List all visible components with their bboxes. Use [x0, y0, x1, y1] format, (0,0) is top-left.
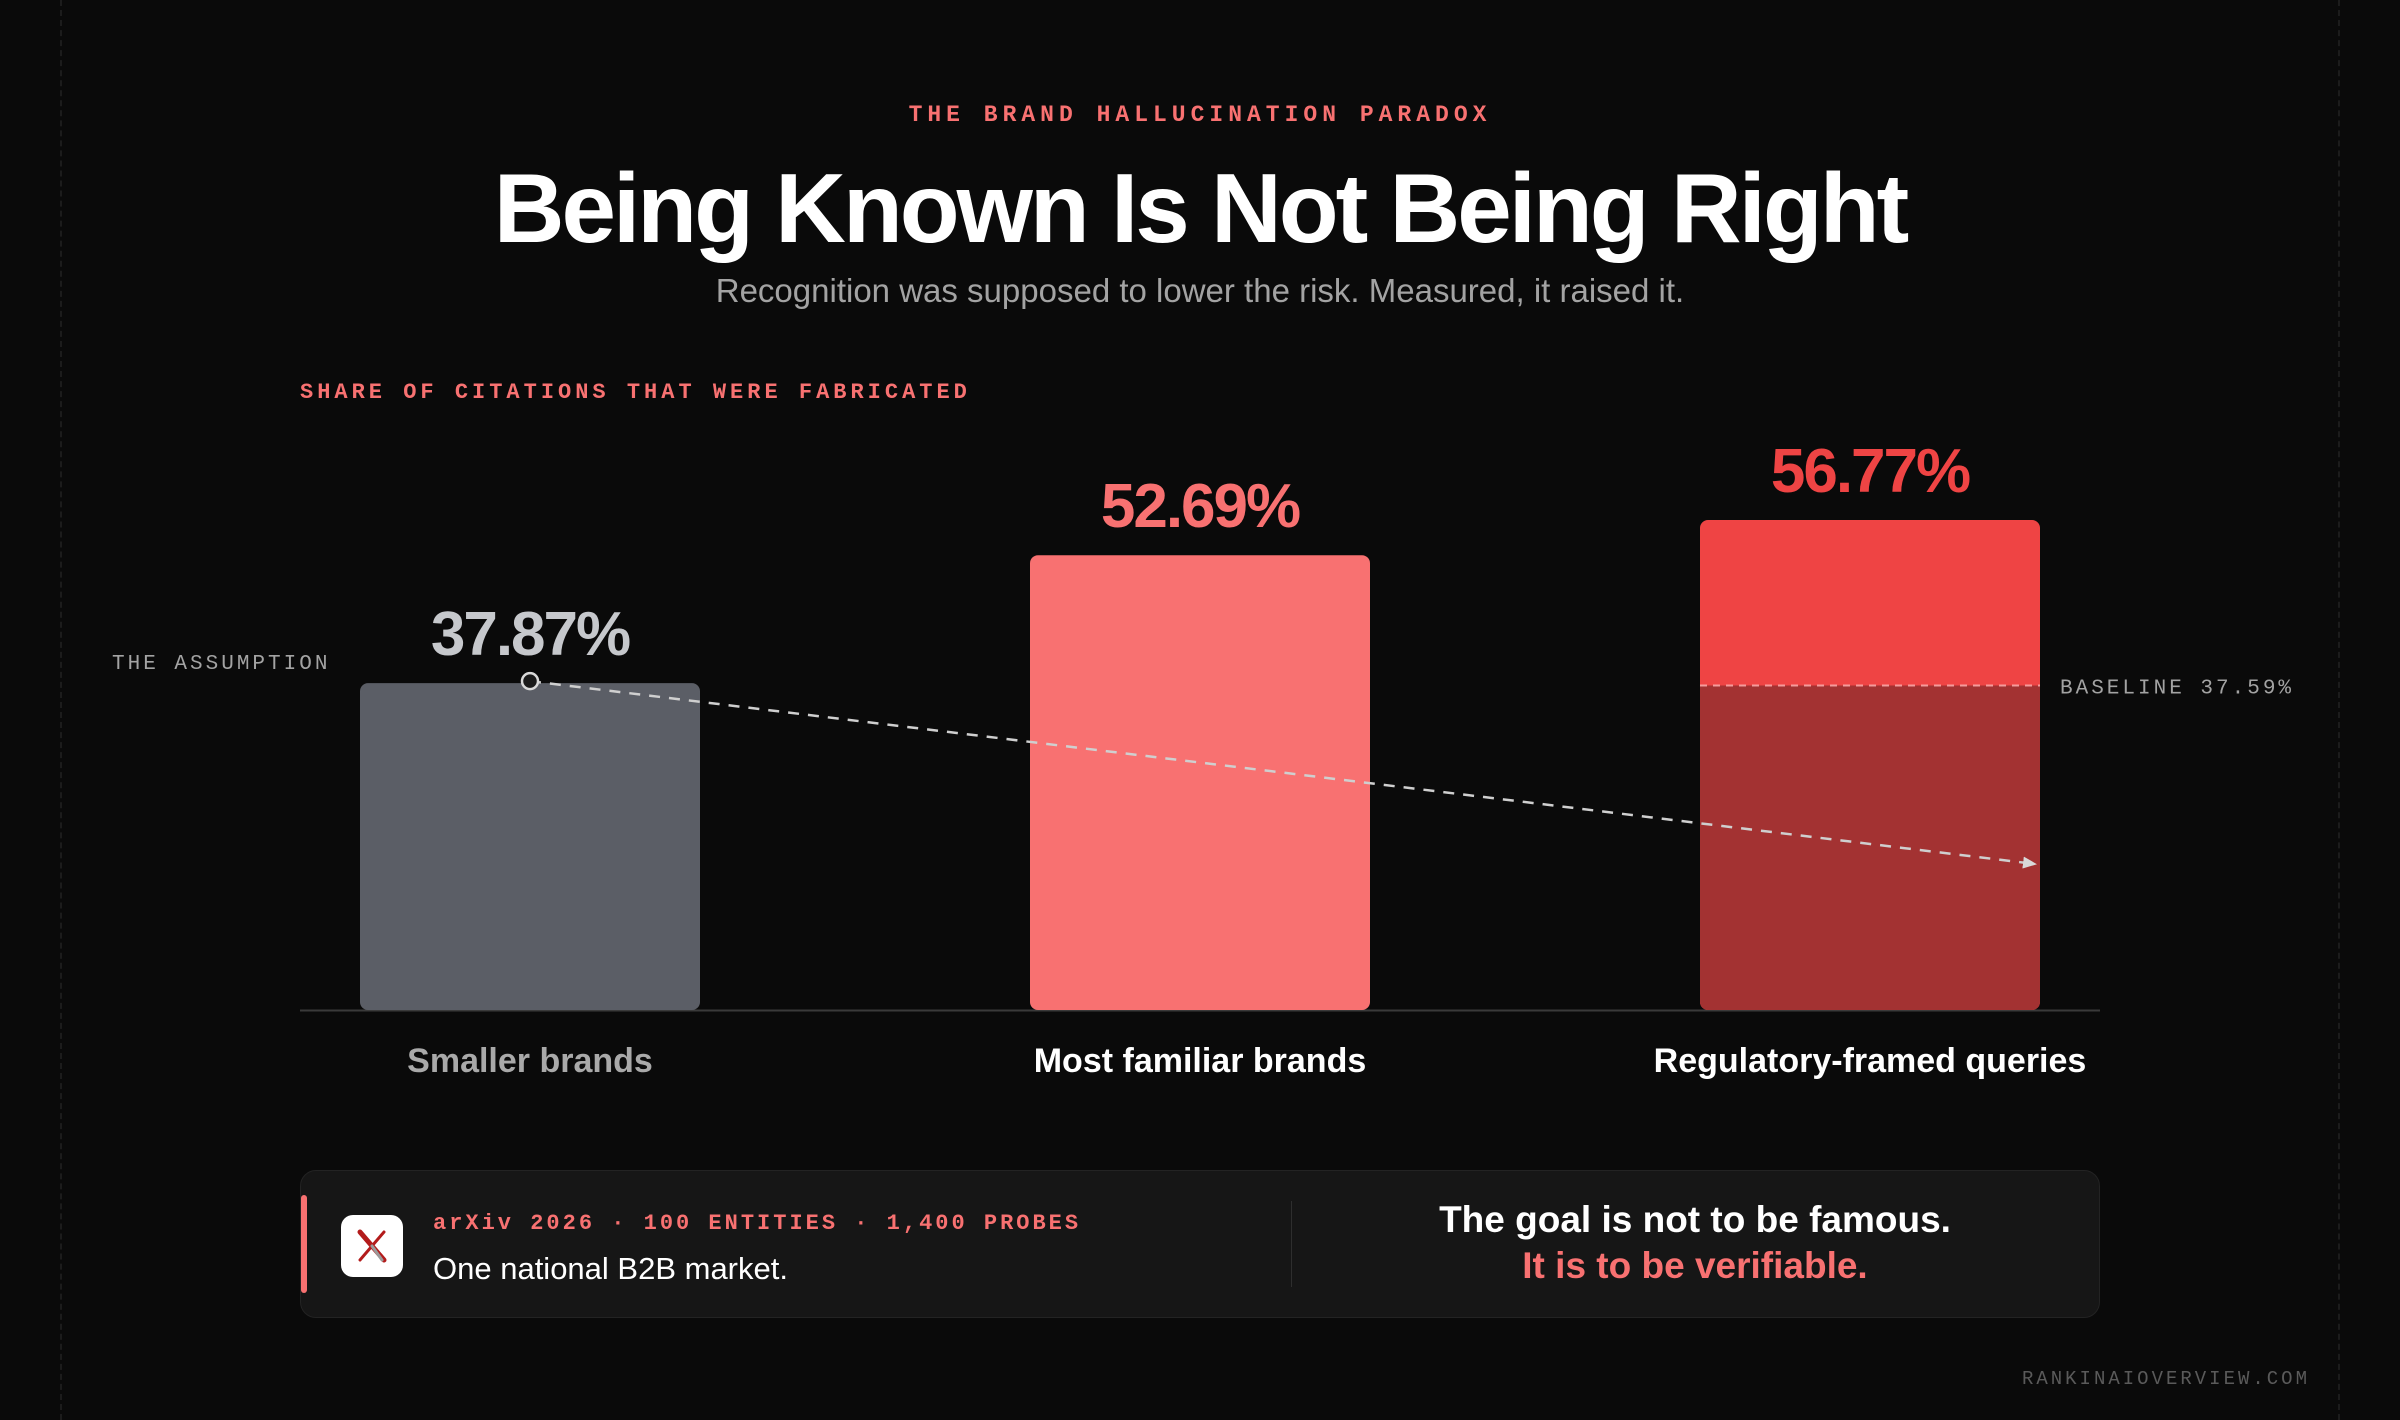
takeaway-line-1: The goal is not to be famous. [1439, 1199, 1951, 1240]
category-label-3: Regulatory-framed queries [1654, 1042, 2087, 1080]
category-label-1: Smaller brands [407, 1042, 653, 1080]
guide-line-left [60, 0, 62, 1420]
value-label-3: 56.77% [1771, 437, 1970, 506]
card-accent-bar [301, 1195, 307, 1293]
source-citation: arXiv 2026 · 100 ENTITIES · 1,400 PROBES [433, 1211, 1082, 1236]
bar-1 [360, 683, 700, 1010]
card-divider [1291, 1201, 1292, 1287]
arxiv-logo-icon [341, 1215, 403, 1277]
value-label-1: 37.87% [431, 600, 630, 669]
source-card: arXiv 2026 · 100 ENTITIES · 1,400 PROBES… [300, 1170, 2100, 1318]
baseline-label: BASELINE 37.59% [2060, 678, 2294, 701]
assumption-arrow [529, 679, 2037, 869]
bar-3-baseline-segment-edge [1700, 685, 2040, 698]
bar-3-baseline-segment [1700, 685, 2040, 1010]
guide-line-right [2338, 0, 2340, 1420]
category-label-2: Most familiar brands [1034, 1042, 1367, 1080]
takeaway: The goal is not to be famous. It is to b… [1291, 1197, 2099, 1289]
assumption-label: THE ASSUMPTION [112, 653, 330, 676]
takeaway-line-2: It is to be verifiable. [1522, 1245, 1868, 1286]
value-label-2: 52.69% [1101, 472, 1300, 541]
bar-2 [1030, 555, 1370, 1010]
eyebrow: THE BRAND HALLUCINATION PARADOX [908, 102, 1492, 128]
y-axis-label: SHARE OF CITATIONS THAT WERE FABRICATED [300, 380, 971, 405]
site-url: RANKINAIOVERVIEW.COM [2021, 1368, 2310, 1390]
source-description: One national B2B market. [433, 1251, 788, 1286]
bar-chart: 37.87% Smaller brands 52.69% Most familiar … [112, 437, 2294, 1080]
page-subtitle: Recognition was supposed to lower the ri… [715, 272, 1685, 309]
page-title: Being Known Is Not Being Right [493, 153, 1910, 263]
assumption-start-dot [520, 671, 540, 691]
